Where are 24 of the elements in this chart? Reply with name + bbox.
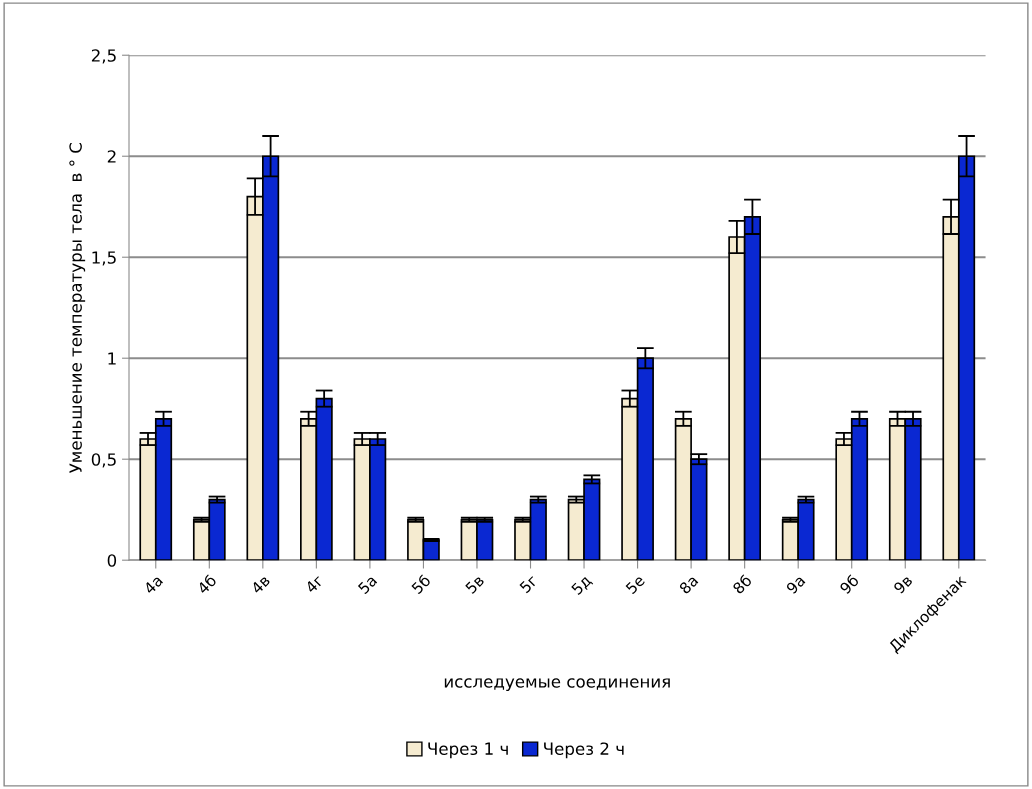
x-tick-label: 5д <box>570 574 594 597</box>
x-tick-label: 5г <box>519 574 539 594</box>
x-tick-label: 8а <box>678 574 699 595</box>
x-axis-title: исследуемые соединения <box>444 678 670 692</box>
x-tick-label: 9а <box>785 574 806 595</box>
x-tick-label: 4в <box>250 574 271 595</box>
x-tick-label: 8б <box>731 573 753 595</box>
y-tick-label: 0 <box>107 554 117 567</box>
y-tick-label: 0,5 <box>91 453 116 468</box>
x-tick-label: 5в <box>464 574 485 595</box>
x-tick-label: 4г <box>304 574 325 594</box>
legend-label: Через 2 ч <box>544 742 624 759</box>
x-tick-label: 5б <box>410 573 432 595</box>
x-tick-label: 5е <box>625 574 646 595</box>
legend-label: Через 1 ч <box>428 742 508 759</box>
y-tick-label: 1,5 <box>92 251 116 266</box>
y-tick-label: 2 <box>107 150 116 163</box>
x-tick-label: 4а <box>143 574 164 595</box>
x-tick-label: 9б <box>838 573 860 595</box>
y-tick-label: 1 <box>108 352 116 365</box>
y-axis-title: Уменьшение температуры тела в ° С <box>69 142 86 474</box>
y-tick-label: 2,5 <box>91 49 116 64</box>
x-tick-label: 4б <box>196 573 218 595</box>
x-tick-label: 5а <box>357 574 378 595</box>
